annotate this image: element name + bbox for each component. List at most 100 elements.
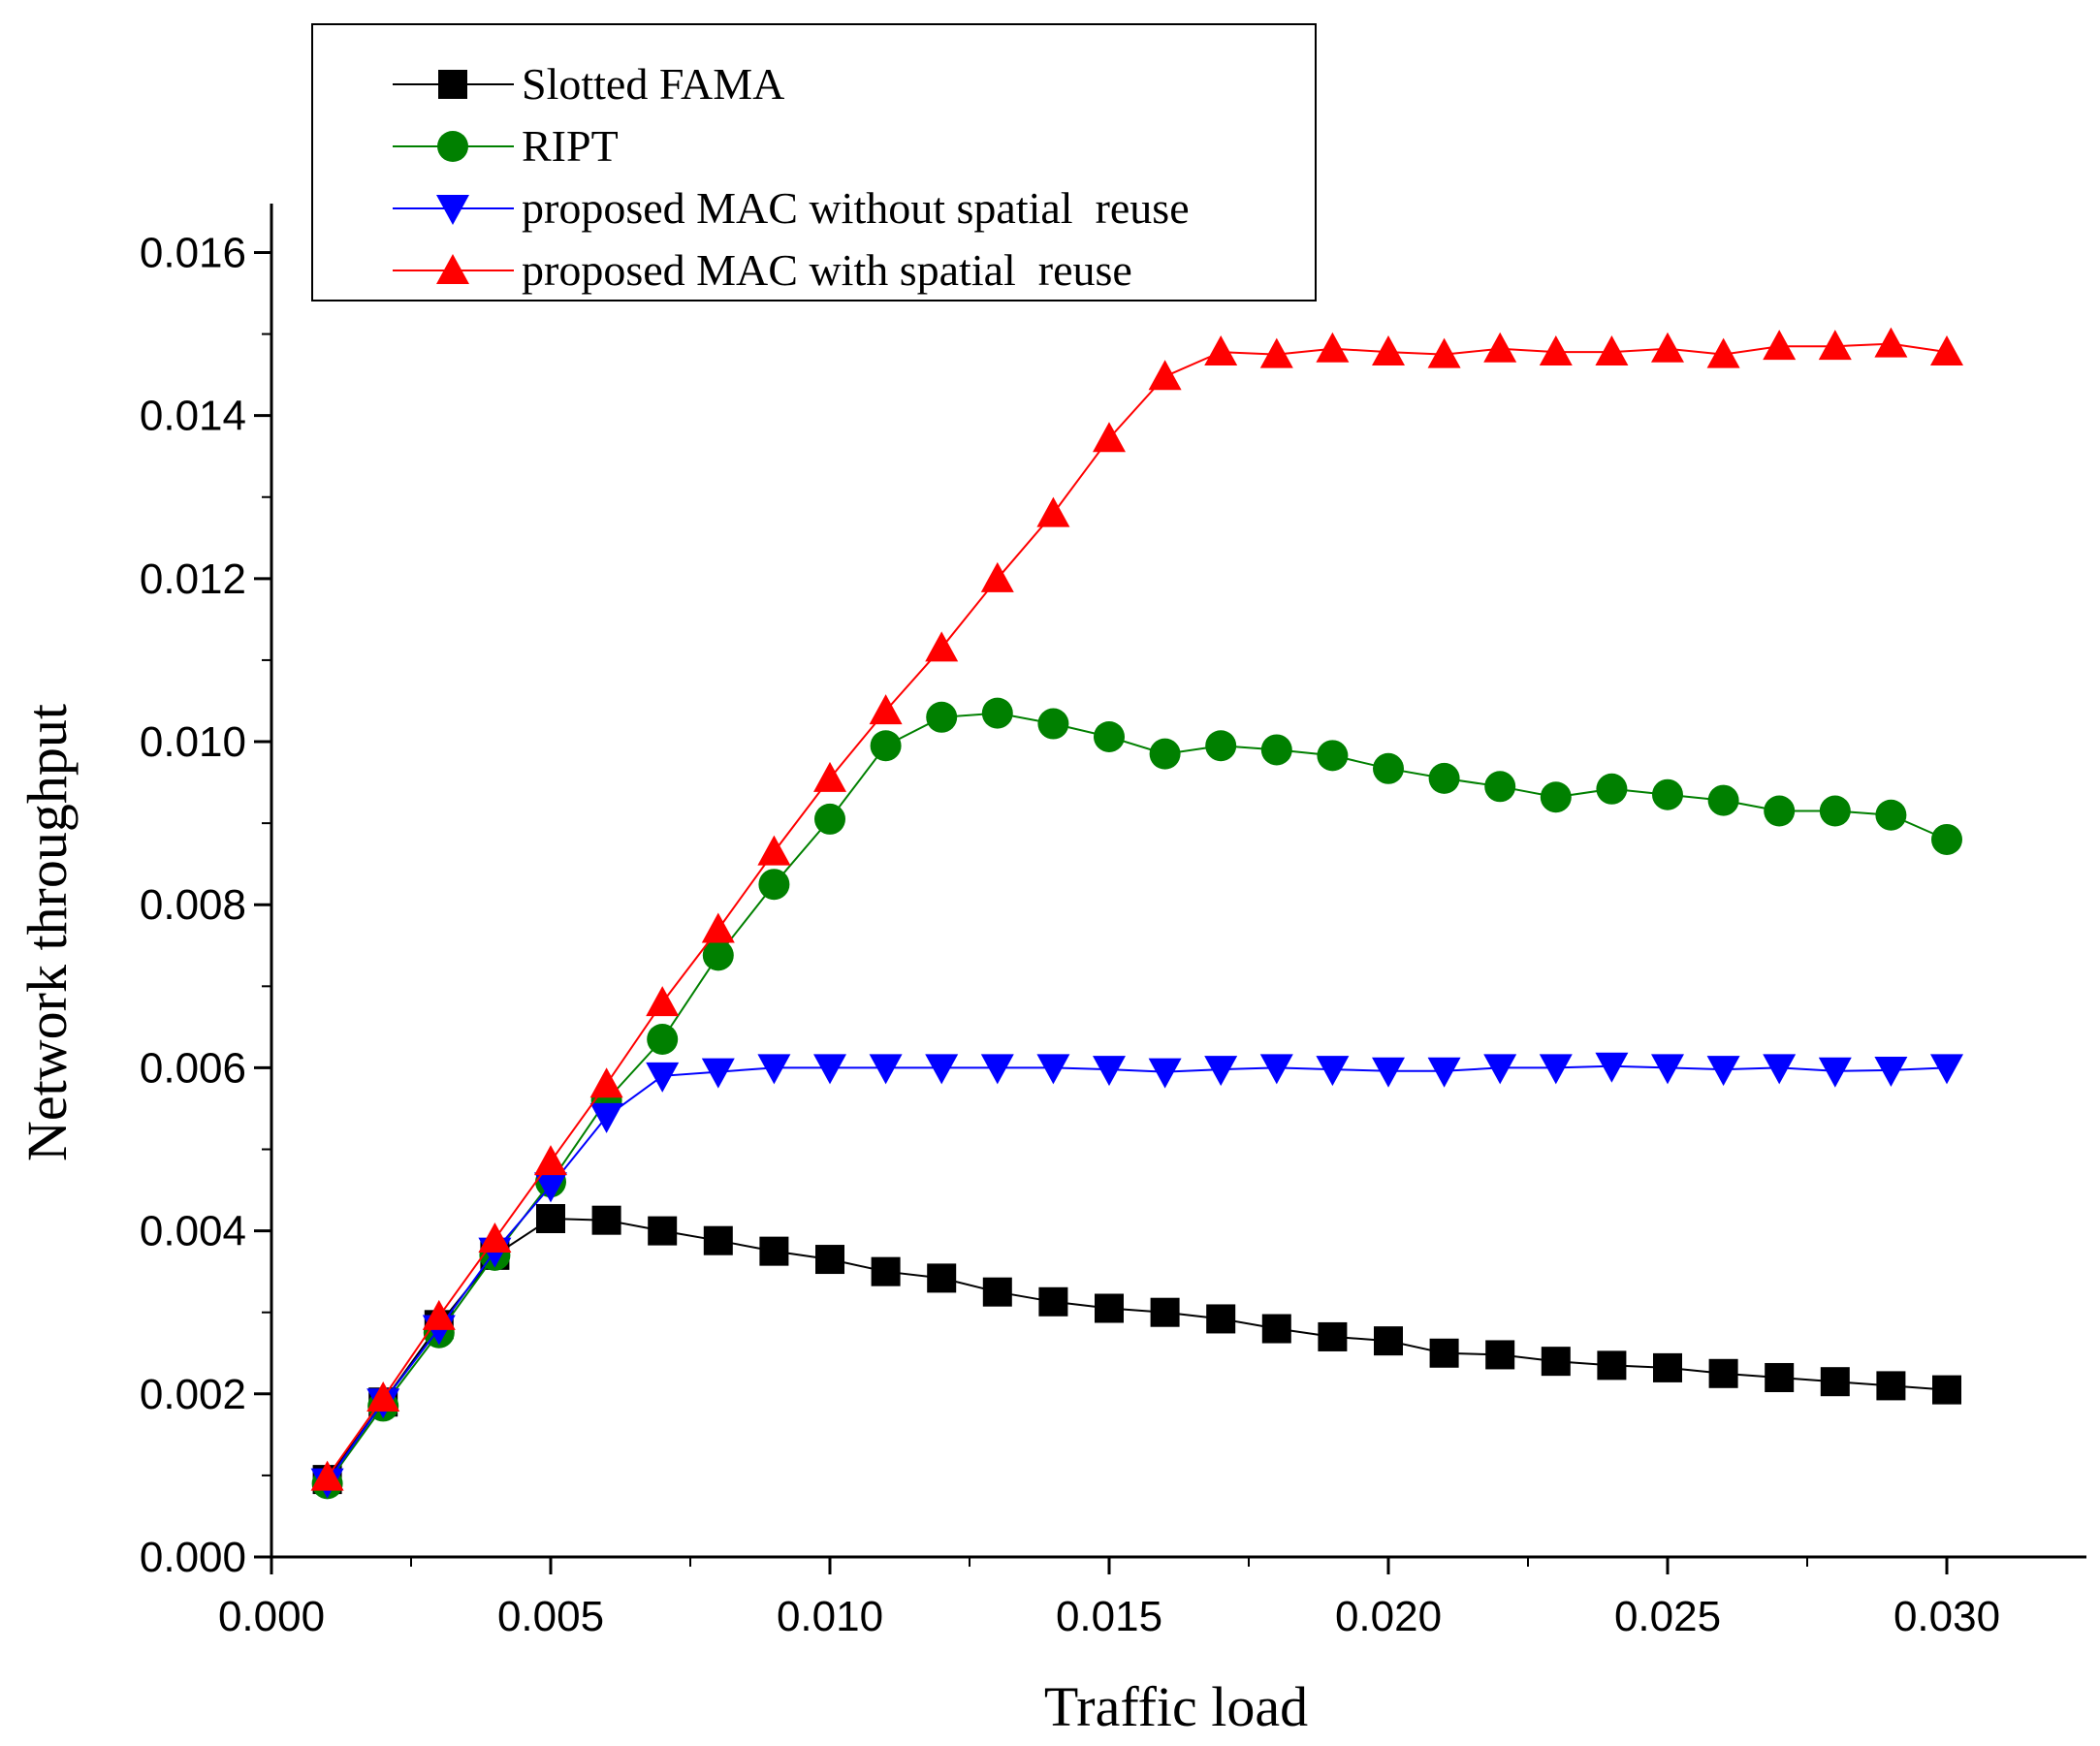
series-line	[326, 712, 1948, 1484]
data-point	[366, 1381, 400, 1413]
data-point	[422, 1299, 456, 1330]
data-point	[1875, 799, 1907, 831]
data-point	[1706, 1056, 1740, 1087]
y-tick-label: 0.006	[140, 1044, 246, 1092]
data-point	[925, 631, 959, 662]
data-point	[1484, 771, 1516, 803]
legend-label: proposed MAC without spatial reuse	[522, 183, 1190, 233]
data-point	[1707, 784, 1739, 816]
data-point	[1596, 773, 1628, 805]
y-tick-label: 0.012	[140, 556, 246, 603]
data-point	[1150, 1297, 1180, 1327]
data-point	[813, 761, 846, 792]
x-tick-label: 0.030	[1893, 1593, 2000, 1640]
series-line	[326, 1217, 1948, 1480]
data-point	[1259, 1054, 1293, 1085]
y-tick-label: 0.016	[140, 229, 246, 276]
data-point	[1036, 496, 1070, 527]
x-axis-title: Traffic load	[1044, 1675, 1308, 1738]
data-point	[1818, 330, 1852, 361]
legend-marker	[438, 70, 467, 99]
data-point	[1653, 1352, 1682, 1382]
series-3	[310, 327, 1963, 1491]
data-point	[1317, 740, 1349, 772]
data-point	[870, 730, 902, 762]
data-point	[1428, 762, 1460, 794]
data-point	[1931, 823, 1962, 855]
data-point	[981, 697, 1013, 729]
data-point	[646, 1062, 680, 1093]
data-point	[1427, 337, 1461, 368]
data-point	[926, 701, 958, 733]
legend-label: RIPT	[522, 121, 619, 171]
data-point	[702, 939, 734, 971]
data-point	[1094, 720, 1125, 752]
data-point	[536, 1204, 565, 1233]
data-point	[1148, 1058, 1182, 1089]
data-point	[1038, 1286, 1068, 1317]
data-point	[589, 1102, 623, 1133]
data-point	[871, 1256, 901, 1286]
legend-marker	[436, 254, 469, 284]
data-point	[815, 1245, 844, 1275]
data-point	[1148, 360, 1182, 391]
data-point	[1932, 1375, 1961, 1405]
data-point	[1373, 752, 1404, 784]
data-point	[1819, 795, 1851, 827]
data-point	[1093, 422, 1126, 453]
data-point	[534, 1145, 567, 1176]
data-point	[814, 803, 845, 835]
data-point	[1651, 332, 1684, 363]
data-point	[1874, 327, 1908, 358]
x-tick-label: 0.010	[777, 1593, 883, 1640]
data-point	[646, 986, 680, 1017]
data-point	[1095, 1293, 1124, 1323]
legend: Slotted FAMA RIPT proposed MAC without spa…	[311, 23, 1317, 302]
data-point	[1874, 1056, 1908, 1087]
y-tick-label: 0.014	[140, 393, 246, 440]
data-point	[1595, 335, 1629, 366]
data-point	[701, 1058, 735, 1089]
y-tick-label: 0.004	[140, 1208, 246, 1255]
data-point	[980, 1054, 1014, 1085]
data-point	[757, 1054, 791, 1085]
data-point	[1651, 1054, 1684, 1085]
y-axis-title: Network throughput	[16, 704, 79, 1161]
data-point	[927, 1263, 957, 1293]
data-point	[1205, 730, 1237, 762]
data-point	[813, 1054, 846, 1085]
data-point	[1930, 335, 1963, 366]
data-point	[1652, 778, 1683, 810]
data-point	[1318, 1321, 1348, 1351]
series-2	[310, 1052, 1963, 1499]
data-point	[1763, 330, 1797, 361]
data-point	[1204, 1056, 1238, 1087]
data-point	[647, 1023, 679, 1055]
data-point	[1764, 795, 1796, 827]
data-point	[1483, 1054, 1517, 1085]
data-point	[1541, 1347, 1571, 1377]
x-tick-label: 0.005	[497, 1593, 604, 1640]
data-point	[1818, 1057, 1852, 1088]
data-point	[1372, 335, 1405, 366]
data-point	[1765, 1362, 1795, 1392]
data-point	[1706, 337, 1740, 368]
data-point	[534, 1172, 567, 1203]
data-point	[1259, 337, 1293, 368]
x-tick-label: 0.020	[1335, 1593, 1442, 1640]
data-point	[1206, 1304, 1236, 1334]
data-point	[1260, 734, 1292, 766]
data-point	[1427, 1057, 1461, 1088]
data-point	[1708, 1358, 1738, 1388]
data-point	[1037, 708, 1069, 740]
data-point	[701, 912, 735, 943]
data-point	[1372, 1057, 1405, 1088]
data-point	[1429, 1338, 1459, 1368]
data-point	[1261, 1314, 1291, 1344]
y-tick-label: 0.010	[140, 718, 246, 766]
data-point	[1876, 1371, 1906, 1401]
x-tick-label: 0.000	[218, 1593, 325, 1640]
legend-marker	[437, 131, 468, 162]
data-point	[757, 835, 791, 866]
